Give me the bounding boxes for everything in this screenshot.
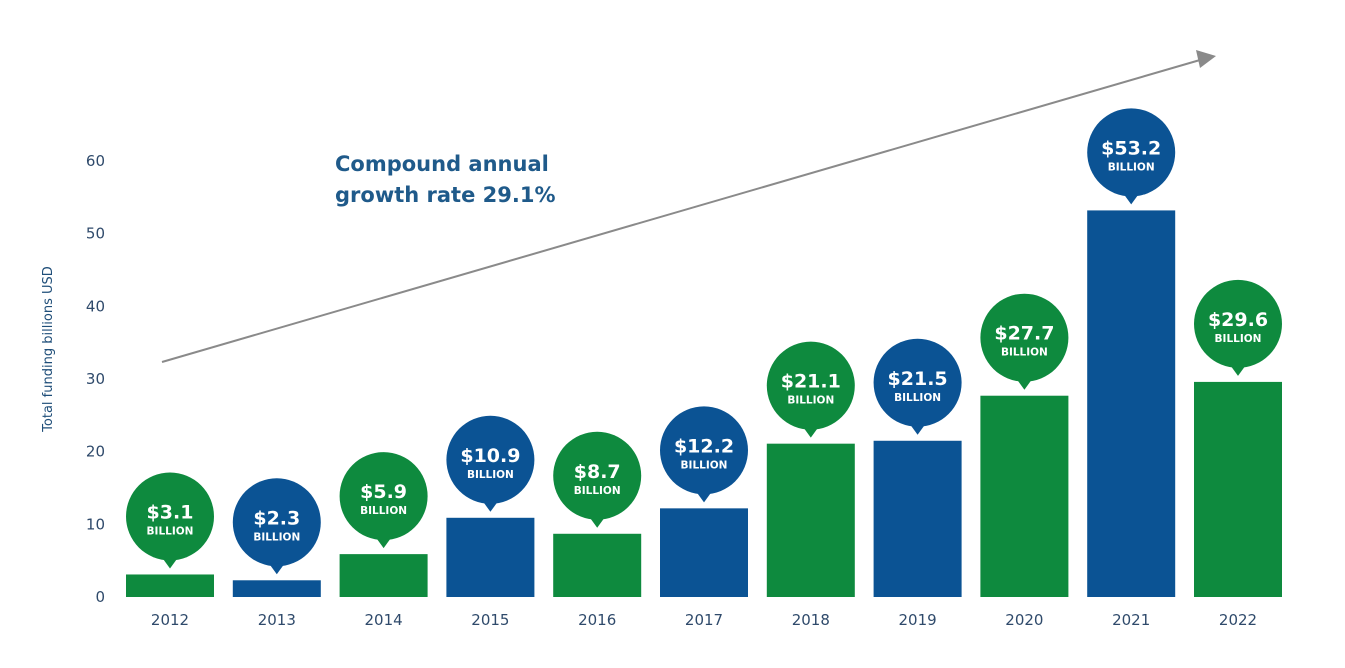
- y-tick-label: 10: [86, 515, 105, 533]
- bubble-pointer: [909, 423, 926, 435]
- value-bubble-2016: $8.7 BILLION: [553, 431, 642, 528]
- data-label-unit: BILLION: [360, 505, 407, 517]
- x-tick-label: 2017: [685, 611, 723, 629]
- y-tick-label: 40: [86, 297, 105, 315]
- value-bubble-2021: $53.2 BILLION: [1087, 108, 1176, 205]
- bubble-pointer: [162, 557, 178, 569]
- bar-2019: [873, 440, 962, 597]
- value-bubble-2013: $2.3 BILLION: [232, 478, 321, 575]
- bar-2016: [553, 533, 642, 597]
- data-label-value: $2.3: [253, 507, 300, 529]
- data-label-value: $53.2: [1101, 137, 1161, 159]
- y-tick-label: 50: [86, 225, 105, 243]
- data-label-unit: BILLION: [894, 392, 941, 404]
- bar-2020: [980, 395, 1069, 597]
- bars: [126, 210, 1282, 597]
- trend-arrow: [161, 50, 1216, 363]
- x-tick-label: 2018: [792, 611, 830, 629]
- y-tick-label: 30: [86, 370, 105, 388]
- data-label-value: $8.7: [574, 461, 621, 483]
- x-tick-label: 2013: [258, 611, 296, 629]
- x-tick-label: 2014: [365, 611, 403, 629]
- value-bubble-2017: $12.2 BILLION: [660, 406, 748, 503]
- annotation-line-1: Compound annual: [335, 152, 549, 176]
- bar-2015: [446, 517, 535, 597]
- value-bubble-2012: $3.1 BILLION: [126, 472, 214, 569]
- bubble-circle: [446, 415, 535, 504]
- value-bubble-2019: $21.5 BILLION: [873, 338, 962, 435]
- data-label-unit: BILLION: [681, 459, 728, 471]
- bar-2017: [660, 508, 748, 597]
- bubble-circle: [766, 341, 855, 430]
- x-tick-label: 2016: [578, 611, 616, 629]
- bar-2021: [1087, 210, 1176, 597]
- bubble-pointer: [268, 563, 285, 575]
- data-label-unit: BILLION: [574, 485, 621, 497]
- bubble-pointer: [375, 537, 392, 549]
- x-tick-label: 2020: [1005, 611, 1043, 629]
- bubble-circle: [339, 452, 428, 541]
- data-label-unit: BILLION: [467, 469, 514, 481]
- value-bubble-2018: $21.1 BILLION: [766, 341, 855, 438]
- cagr-annotation: Compound annual growth rate 29.1%: [335, 152, 556, 207]
- data-label-value: $3.1: [147, 501, 194, 523]
- bubble-circle: [873, 338, 962, 427]
- data-label-unit: BILLION: [253, 531, 300, 543]
- x-axis: 2012 2013 2014 2015 2016 2017 2018 2019 2020 2021…: [151, 611, 1257, 629]
- bubble-circle: [126, 472, 214, 561]
- bubble-circle: [553, 431, 642, 520]
- data-label-value: $10.9: [460, 445, 520, 467]
- value-bubble-2022: $29.6 BILLION: [1194, 279, 1282, 376]
- y-axis-label: Total funding billions USD: [41, 266, 56, 433]
- data-label-unit: BILLION: [1215, 333, 1262, 345]
- value-bubble-2015: $10.9 BILLION: [446, 415, 535, 512]
- trend-arrow-line: [161, 59, 1201, 363]
- bubble-circle: [980, 293, 1069, 382]
- data-label-unit: BILLION: [787, 395, 834, 407]
- bubble-circle: [1087, 108, 1176, 197]
- value-bubble-2020: $27.7 BILLION: [980, 293, 1069, 390]
- data-label-value: $27.7: [994, 323, 1054, 345]
- value-bubbles: $3.1 BILLION $2.3 BILLION $5.9 BILLION $10.9 BI…: [126, 108, 1282, 575]
- bubble-circle: [660, 406, 748, 495]
- bubble-circle: [232, 478, 321, 567]
- bubble-pointer: [1230, 364, 1246, 376]
- bar-2014: [339, 554, 428, 597]
- x-tick-label: 2019: [899, 611, 937, 629]
- bar-2022: [1194, 381, 1282, 597]
- x-tick-label: 2022: [1219, 611, 1257, 629]
- bubble-pointer: [1123, 193, 1140, 205]
- x-tick-label: 2015: [471, 611, 509, 629]
- y-tick-label: 20: [86, 443, 105, 461]
- bubble-pointer: [589, 516, 606, 528]
- data-label-value: $21.1: [781, 371, 841, 393]
- data-label-value: $29.6: [1208, 309, 1268, 331]
- x-tick-label: 2012: [151, 611, 189, 629]
- bubble-pointer: [482, 500, 499, 512]
- data-label-value: $12.2: [674, 435, 734, 457]
- bubble-pointer: [696, 491, 712, 503]
- data-label-value: $21.5: [888, 368, 948, 390]
- data-label-value: $5.9: [360, 481, 407, 503]
- y-tick-label: 0: [95, 588, 105, 606]
- arrow-head-icon: [1196, 50, 1216, 68]
- bubble-circle: [1194, 279, 1282, 368]
- annotation-line-2: growth rate 29.1%: [335, 183, 556, 207]
- data-label-unit: BILLION: [1001, 347, 1048, 359]
- bar-2013: [232, 580, 321, 597]
- x-tick-label: 2021: [1112, 611, 1150, 629]
- data-label-unit: BILLION: [147, 525, 194, 537]
- bar-2018: [766, 443, 855, 597]
- bubble-pointer: [802, 426, 819, 438]
- y-tick-label: 60: [86, 152, 105, 170]
- y-axis: 0 10 20 30 40 50 60: [86, 152, 105, 606]
- value-bubble-2014: $5.9 BILLION: [339, 452, 428, 549]
- bubble-pointer: [1016, 378, 1033, 390]
- data-label-unit: BILLION: [1108, 161, 1155, 173]
- bar-2012: [126, 574, 214, 597]
